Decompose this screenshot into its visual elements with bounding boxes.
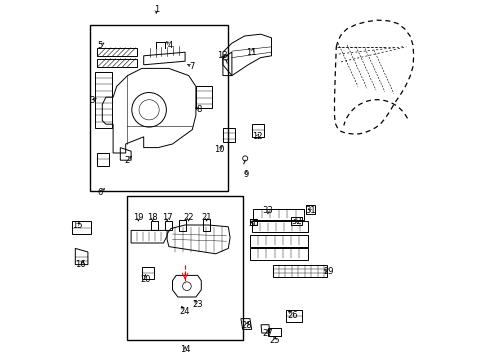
- Text: 26: 26: [287, 310, 298, 320]
- Text: 2: 2: [124, 156, 130, 165]
- Text: 8: 8: [196, 105, 202, 114]
- Bar: [253, 209, 303, 220]
- Bar: [95, 72, 112, 128]
- Bar: [97, 59, 136, 67]
- Text: 31: 31: [305, 206, 316, 215]
- Text: 16: 16: [75, 260, 86, 269]
- Text: 20: 20: [140, 274, 150, 284]
- Text: 6: 6: [98, 188, 103, 197]
- Text: 3: 3: [89, 96, 94, 105]
- Text: 7: 7: [189, 62, 195, 71]
- Bar: [249, 248, 307, 260]
- Text: 33: 33: [262, 206, 273, 215]
- Text: 25: 25: [269, 336, 280, 345]
- Text: 11: 11: [246, 48, 256, 57]
- Text: 5: 5: [98, 40, 103, 49]
- Bar: [249, 235, 307, 247]
- Text: 27: 27: [262, 328, 273, 338]
- Text: 30: 30: [248, 219, 258, 228]
- Text: 10: 10: [214, 145, 224, 154]
- Text: 12: 12: [251, 132, 262, 141]
- Text: 4: 4: [168, 40, 173, 49]
- Text: 19: 19: [133, 213, 143, 222]
- Text: 23: 23: [192, 300, 203, 309]
- Text: 22: 22: [183, 213, 194, 222]
- Text: 15: 15: [72, 220, 82, 230]
- Text: 9: 9: [243, 170, 248, 179]
- Bar: [251, 221, 307, 232]
- Bar: [89, 25, 228, 191]
- Text: 24: 24: [180, 307, 190, 316]
- Bar: [97, 48, 136, 56]
- Text: 1: 1: [153, 4, 159, 13]
- Text: 28: 28: [241, 321, 251, 330]
- Text: 21: 21: [201, 213, 211, 222]
- Bar: [127, 196, 242, 340]
- Text: 32: 32: [291, 217, 302, 226]
- Text: 29: 29: [323, 267, 334, 276]
- Text: 14: 14: [180, 346, 190, 354]
- Text: 18: 18: [147, 213, 158, 222]
- Text: 13: 13: [217, 51, 228, 60]
- Text: 17: 17: [162, 213, 172, 222]
